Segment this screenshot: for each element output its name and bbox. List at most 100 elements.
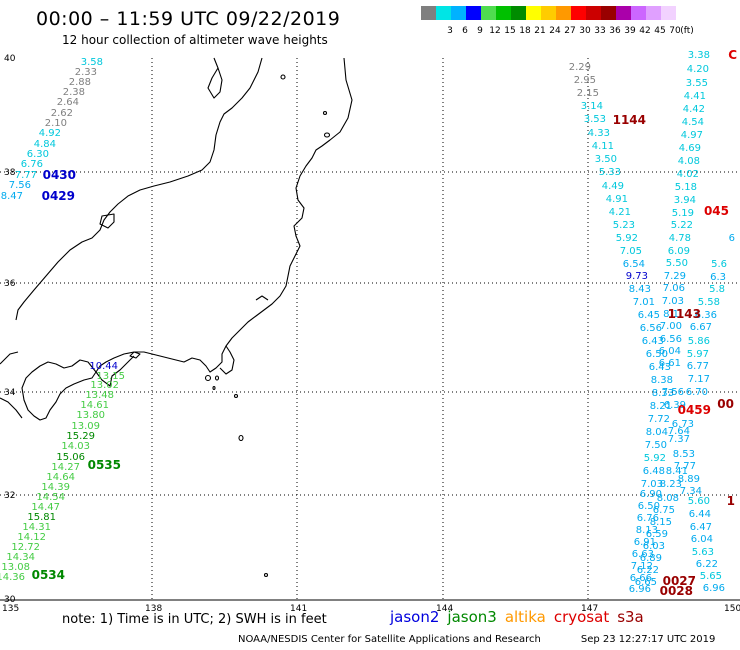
wave-height-label: 6.73 xyxy=(672,419,694,430)
legend-swatch xyxy=(646,6,661,20)
satellite-altika: altika xyxy=(504,608,546,626)
wave-height-label: 6.76 xyxy=(21,159,43,170)
wave-height-label: 14.34 xyxy=(6,552,35,563)
wave-height-label: 3.58 xyxy=(81,57,103,68)
legend-swatch xyxy=(451,6,466,20)
wave-height-label: 8.04 xyxy=(646,427,668,438)
legend-label: 24 xyxy=(549,26,561,36)
wave-height-label: 8.08 xyxy=(657,493,679,504)
wave-height-label: 8.33 xyxy=(652,388,674,399)
legend-swatch xyxy=(511,6,526,20)
legend-swatch xyxy=(586,6,601,20)
wave-height-label: 7.77 xyxy=(674,461,696,472)
legend-label: 6 xyxy=(462,26,468,36)
wave-height-label: 8.53 xyxy=(673,449,695,460)
wave-height-label: 4.02 xyxy=(677,169,699,180)
wave-height-label: 5.60 xyxy=(688,496,710,507)
wave-height-label: 6.44 xyxy=(689,509,711,520)
wave-height-label: 7.34 xyxy=(680,486,702,497)
legend-unit: (ft) xyxy=(680,26,694,36)
wave-height-label: 14.61 xyxy=(80,400,109,411)
timestamp: Sep 23 12:27:17 UTC 2019 xyxy=(580,634,716,645)
wave-height-label: 6.30 xyxy=(27,149,49,160)
wave-height-label: C xyxy=(728,48,737,62)
wave-height-label: 6.04 xyxy=(659,346,681,357)
legend-swatch xyxy=(436,6,451,20)
wave-height-label: 2.62 xyxy=(51,108,73,119)
wave-height-label: 2.38 xyxy=(63,87,85,98)
wave-height-label: 6.77 xyxy=(687,361,709,372)
wave-height-label: 5.92 xyxy=(616,233,638,244)
legend-swatch xyxy=(616,6,631,20)
wave-height-label: 5.50 xyxy=(666,258,688,269)
wave-height-label: 6.43 xyxy=(642,336,664,347)
wave-height-label: 7.50 xyxy=(645,440,667,451)
pass-time-label: 0534 xyxy=(32,568,65,582)
wave-height-label: 5.63 xyxy=(692,547,714,558)
wave-height-label: 15.29 xyxy=(66,431,95,442)
legend-label: 36 xyxy=(609,26,621,36)
axis-tick-labels: 40 38 36 34 32 30 135 138 141 144 147 15… xyxy=(2,54,740,614)
wave-height-label: 6.47 xyxy=(690,522,712,533)
wave-height-label: 5.92 xyxy=(644,453,666,464)
wave-height-label: 13.80 xyxy=(76,410,105,421)
wave-height-label: 3.14 xyxy=(581,101,603,112)
legend-label: 33 xyxy=(594,26,606,36)
legend-label: 45 xyxy=(654,26,666,36)
wave-height-label: 15.81 xyxy=(27,512,56,523)
wave-height-label: 13.48 xyxy=(85,390,114,401)
pass-time-label: 0430 xyxy=(43,168,76,182)
lat-tick-label: 30 xyxy=(4,595,16,605)
wave-height-label: 2.64 xyxy=(57,97,79,108)
wave-height-label: 3.50 xyxy=(595,154,617,165)
legend-label: 12 xyxy=(489,26,501,36)
lat-tick-label: 36 xyxy=(4,279,16,289)
wave-height-label: 5.33 xyxy=(599,167,621,178)
pass-time-label: 1 xyxy=(727,494,735,508)
legend-swatch xyxy=(631,6,646,20)
wave-height-label: 3.53 xyxy=(584,114,606,125)
pass-time-label: 0028 xyxy=(660,584,693,598)
legend-label: 18 xyxy=(519,26,531,36)
legend-swatch xyxy=(466,6,481,20)
lat-lon-grid xyxy=(0,58,740,600)
wave-height-label: 8.15 xyxy=(650,517,672,528)
wave-height-label: 7.12 xyxy=(631,561,653,572)
wave-height-label: 2.95 xyxy=(574,75,596,86)
wave-height-label: 15.06 xyxy=(56,452,85,463)
wave-height-label: 8.38 xyxy=(651,375,673,386)
legend-label: 30 xyxy=(579,26,591,36)
wave-height-label: 6.3 xyxy=(710,272,726,283)
wave-height-label: 6.96 xyxy=(703,583,725,594)
satellite-legend: jason2 jason3 altika cryosat s3a xyxy=(390,608,652,626)
wave-height-label: 6.50 xyxy=(638,501,660,512)
wave-height-label: 8.21 xyxy=(650,401,672,412)
wave-height-label: 6.45 xyxy=(638,310,660,321)
legend-swatch xyxy=(601,6,616,20)
wave-height-label: 5.22 xyxy=(671,220,693,231)
legend-label: 70 xyxy=(669,26,681,36)
wave-height-label: 7.72 xyxy=(648,414,670,425)
wave-height-label: 6.90 xyxy=(640,489,662,500)
wave-height-label: 14.36 xyxy=(0,572,25,583)
lon-tick-label: 138 xyxy=(145,604,162,614)
wave-height-label: 6.48 xyxy=(643,466,665,477)
wave-height-label: 4.92 xyxy=(39,128,61,139)
lat-tick-label: 32 xyxy=(4,491,15,501)
wave-height-label: 6.59 xyxy=(646,529,668,540)
wave-height-label: 6.56 xyxy=(640,323,662,334)
wave-height-label: 4.49 xyxy=(602,181,624,192)
wave-height-label: 14.47 xyxy=(31,502,60,513)
wave-height-label: 4.08 xyxy=(678,156,700,167)
legend-swatch xyxy=(556,6,571,20)
wave-height-label: 4.41 xyxy=(684,91,706,102)
wave-height-label: 7.05 xyxy=(620,246,642,257)
lon-tick-label: 147 xyxy=(581,604,598,614)
wave-height-label: 5.97 xyxy=(687,349,709,360)
wave-height-label: 2.88 xyxy=(69,77,91,88)
legend-swatch xyxy=(571,6,586,20)
wave-height-label: 7.56 xyxy=(662,387,684,398)
wave-height-label: 8.13 xyxy=(636,525,658,536)
wave-height-label: 14.39 xyxy=(41,482,70,493)
wave-height-label: 6.50 xyxy=(646,349,668,360)
